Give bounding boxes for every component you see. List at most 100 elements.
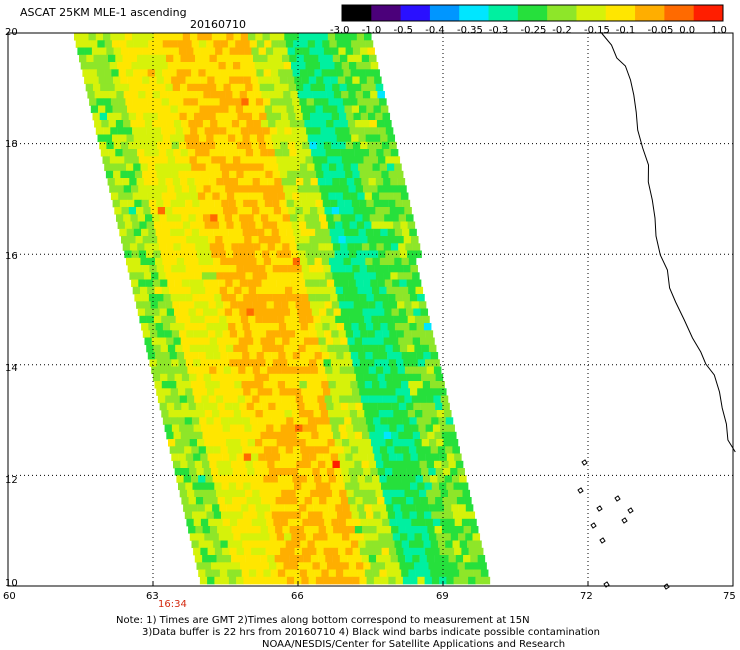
swath-cell <box>200 518 209 527</box>
swath-cell <box>325 431 334 440</box>
swath-cell <box>183 69 192 77</box>
swath-cell <box>248 127 256 135</box>
swath-cell <box>365 540 374 549</box>
swath-cell <box>258 359 266 367</box>
swath-cell <box>111 69 119 77</box>
swath-cell <box>186 236 194 244</box>
swath-cell <box>310 207 318 215</box>
swath-cell <box>402 417 410 425</box>
swath-cell <box>309 141 317 150</box>
swath-cell <box>378 504 387 512</box>
swath-cell <box>427 526 435 534</box>
swath-cell <box>175 250 183 259</box>
swath-cell <box>332 272 340 280</box>
swath-cell <box>372 257 381 266</box>
swath-cell <box>445 540 453 549</box>
swath-cell <box>209 460 217 469</box>
swath-cell <box>331 112 340 121</box>
swath-cell <box>251 141 259 150</box>
swath-cell <box>136 272 145 280</box>
swath-cell <box>292 98 300 106</box>
swath-cell <box>145 91 153 99</box>
swath-cell <box>406 468 415 476</box>
swath-cell <box>423 446 431 454</box>
swath-cell <box>404 366 413 375</box>
swath-cell <box>246 402 255 411</box>
swath-cell <box>368 460 377 469</box>
swath-cell <box>340 243 348 251</box>
swath-cell <box>111 163 120 172</box>
swath-cell <box>307 40 316 48</box>
swath-cell <box>227 286 235 295</box>
swath-cell <box>279 265 288 273</box>
swath-cell <box>197 439 205 447</box>
swath-cell <box>252 460 261 469</box>
swath-cell <box>443 562 451 570</box>
swath-cell <box>203 562 212 570</box>
swath-cell <box>278 352 286 360</box>
swath-cell <box>362 308 371 317</box>
swath-cell <box>354 431 363 440</box>
swath-cell <box>129 178 137 186</box>
swath-cell <box>333 337 341 346</box>
swath-cell <box>266 489 275 498</box>
swath-cell <box>195 431 203 440</box>
swath-cell <box>434 555 442 563</box>
swath-cell <box>454 518 463 527</box>
swath-cell <box>360 141 368 150</box>
swath-cell <box>235 417 243 425</box>
swath-cell <box>226 192 235 201</box>
swath-cell <box>460 511 468 520</box>
swath-cell <box>119 228 127 237</box>
swath-cell <box>259 301 267 309</box>
swath-cell <box>351 199 360 208</box>
swath-cell <box>118 98 126 106</box>
swath-cell <box>423 417 432 425</box>
swath-cell <box>263 286 271 295</box>
swath-cell <box>170 105 179 114</box>
swath-cell <box>369 526 377 534</box>
swath-cell <box>308 511 316 520</box>
swath-cell <box>256 69 264 77</box>
swath-cell <box>359 482 367 491</box>
swath-cell <box>247 439 256 447</box>
swath-cell <box>311 497 320 505</box>
swath-cell <box>423 323 432 331</box>
swath-cell <box>306 221 314 230</box>
swath-cell <box>422 381 431 389</box>
swath-cell <box>216 149 225 157</box>
swath-cell <box>266 518 274 527</box>
swath-cell <box>315 134 323 143</box>
swath-cell <box>434 431 443 440</box>
swath-cell <box>198 352 207 360</box>
swath-cell <box>110 33 118 41</box>
swath-cell <box>309 424 318 433</box>
swath-cell <box>132 98 141 106</box>
swath-cell <box>390 243 399 251</box>
swath-cell <box>388 359 397 367</box>
swath-cell <box>289 120 298 128</box>
swath-cell <box>208 112 217 121</box>
swath-cell <box>349 439 357 447</box>
swath-cell <box>148 134 156 143</box>
swath-cell <box>383 149 392 157</box>
swath-cell <box>166 214 175 222</box>
swath-cell <box>180 83 188 92</box>
swath-cell <box>178 482 186 491</box>
swath-cell <box>293 134 301 143</box>
swath-cell <box>269 127 278 135</box>
swath-cell <box>168 410 177 418</box>
swath-cell <box>225 344 234 353</box>
swath-cell <box>166 308 175 317</box>
swath-cell <box>389 424 397 433</box>
swath-cell <box>444 475 453 483</box>
swath-cell <box>389 301 398 309</box>
swath-cell <box>320 504 329 512</box>
swath-cell <box>224 149 232 157</box>
swath-cell <box>383 243 392 251</box>
swath-cell <box>388 453 397 462</box>
swath-cell <box>119 105 128 114</box>
swath-cell <box>238 243 247 251</box>
swath-cell <box>229 547 237 556</box>
swath-cell <box>391 214 400 222</box>
